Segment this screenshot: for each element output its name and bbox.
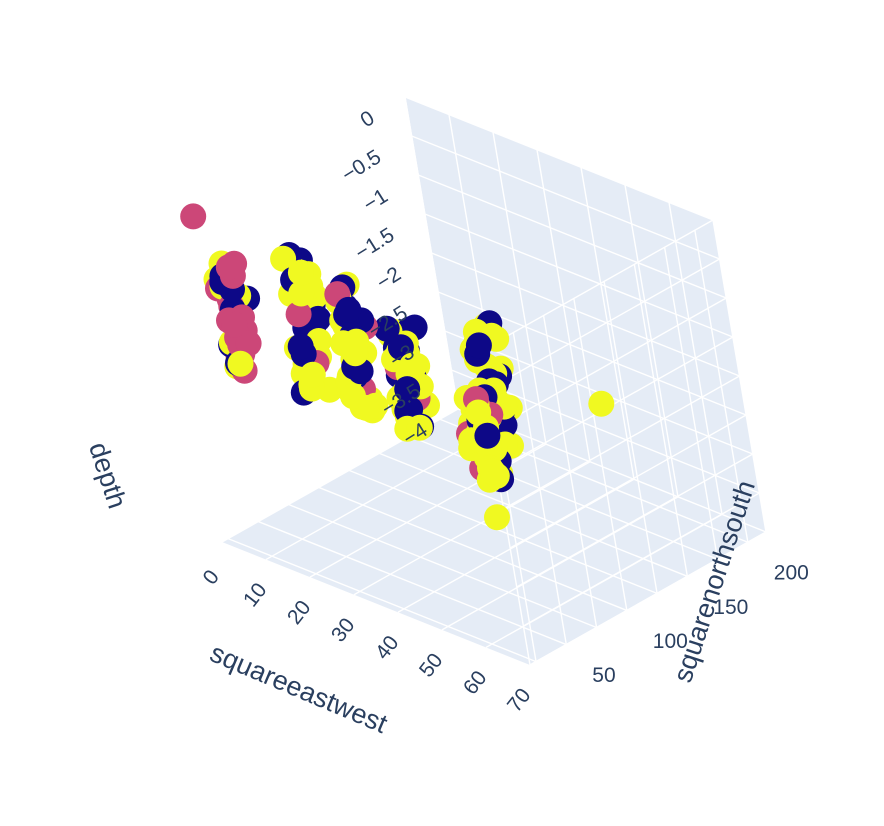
data-point [287, 259, 314, 286]
grid-line-z [404, 96, 714, 221]
grid-line-z [476, 219, 714, 354]
z-tick-label: −0.5 [338, 145, 385, 186]
grid-line-y [379, 452, 688, 577]
grid-line-z [483, 258, 720, 393]
grid-line-z [496, 336, 734, 471]
grid-line-y [288, 503, 597, 629]
grid-line-x [353, 461, 591, 596]
data-point [227, 350, 254, 377]
data-point [340, 383, 366, 410]
data-point [288, 280, 315, 307]
y-tick-label: 150 [713, 596, 748, 619]
x-tick-label: 40 [371, 631, 404, 664]
x-tick-label: 10 [239, 579, 272, 612]
data-points [180, 203, 615, 531]
data-point [465, 332, 492, 359]
z-tick-label: −1.5 [351, 223, 398, 264]
y-tick-label: 50 [592, 664, 615, 687]
x-axis-title: squareeastwest [206, 638, 392, 740]
grid-line-z [516, 453, 754, 588]
data-point [341, 337, 368, 364]
grid-line-z [417, 174, 727, 299]
grid-line-y [409, 435, 718, 560]
data-point [235, 330, 262, 357]
data-point [285, 301, 312, 328]
grid-line-y [227, 537, 537, 663]
grid-line-y [318, 486, 628, 612]
data-point [180, 203, 207, 230]
x-tick-label: 60 [459, 667, 492, 700]
grid-line-z [503, 375, 740, 510]
grid-line-z [529, 531, 767, 666]
data-point [479, 458, 506, 485]
data-point [305, 305, 332, 332]
y-tick-label: 200 [774, 562, 809, 585]
pane-edge [404, 96, 459, 410]
data-point [406, 414, 433, 441]
x-tick-label: 30 [327, 614, 360, 647]
data-point [270, 245, 297, 272]
grid-line-z [431, 252, 740, 377]
grid-line-z [509, 414, 747, 549]
x-tick-label: 50 [415, 649, 448, 682]
x-tick-label: 20 [283, 596, 316, 629]
z-tick-label: −2 [373, 262, 406, 294]
grid-line-y [258, 520, 567, 646]
data-point [215, 254, 242, 281]
data-point [484, 504, 510, 531]
x-tick-label: 70 [503, 684, 536, 717]
x-tick-label: 0 [199, 566, 224, 589]
grid-line-y [348, 469, 658, 595]
data-point [394, 376, 421, 403]
data-point [221, 311, 248, 338]
z-axis-title: depth [83, 439, 132, 513]
grid-line-z [523, 492, 760, 627]
data-point [465, 399, 492, 426]
z-tick-label: 0 [356, 106, 378, 132]
data-point [335, 296, 362, 323]
data-point [474, 422, 501, 449]
grid-line-z [489, 297, 727, 432]
data-point [373, 315, 400, 342]
y-tick-labels: 50 100 150 200 [592, 562, 809, 687]
data-point [588, 390, 615, 417]
z-tick-label: −1 [359, 184, 392, 216]
grid-line-z [411, 135, 720, 260]
y-tick-label: 100 [653, 630, 688, 653]
data-point [299, 361, 326, 388]
data-point [287, 333, 314, 360]
data-point [399, 352, 426, 379]
grid-line-z [424, 213, 734, 338]
